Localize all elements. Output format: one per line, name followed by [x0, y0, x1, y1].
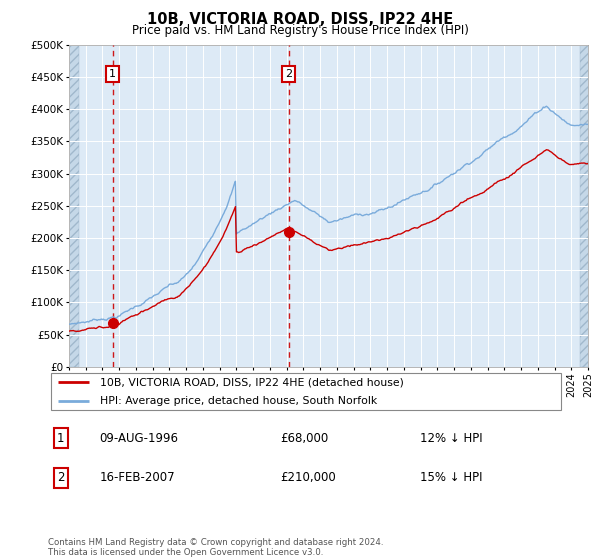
Text: Contains HM Land Registry data © Crown copyright and database right 2024.
This d: Contains HM Land Registry data © Crown c… — [48, 538, 383, 557]
Text: Price paid vs. HM Land Registry's House Price Index (HPI): Price paid vs. HM Land Registry's House … — [131, 24, 469, 36]
Text: 1: 1 — [57, 432, 65, 445]
Text: 2: 2 — [57, 472, 65, 484]
Text: 1: 1 — [109, 69, 116, 79]
Bar — [580, 45, 596, 367]
Text: 09-AUG-1996: 09-AUG-1996 — [100, 432, 179, 445]
Text: 10B, VICTORIA ROAD, DISS, IP22 4HE (detached house): 10B, VICTORIA ROAD, DISS, IP22 4HE (deta… — [100, 377, 403, 387]
Text: £68,000: £68,000 — [280, 432, 328, 445]
Text: 2: 2 — [285, 69, 292, 79]
Text: 15% ↓ HPI: 15% ↓ HPI — [419, 472, 482, 484]
Text: 16-FEB-2007: 16-FEB-2007 — [100, 472, 175, 484]
Bar — [69, 45, 79, 367]
Text: HPI: Average price, detached house, South Norfolk: HPI: Average price, detached house, Sout… — [100, 396, 377, 405]
Text: 10B, VICTORIA ROAD, DISS, IP22 4HE: 10B, VICTORIA ROAD, DISS, IP22 4HE — [147, 12, 453, 27]
FancyBboxPatch shape — [50, 374, 562, 409]
Text: 12% ↓ HPI: 12% ↓ HPI — [419, 432, 482, 445]
Text: £210,000: £210,000 — [280, 472, 336, 484]
